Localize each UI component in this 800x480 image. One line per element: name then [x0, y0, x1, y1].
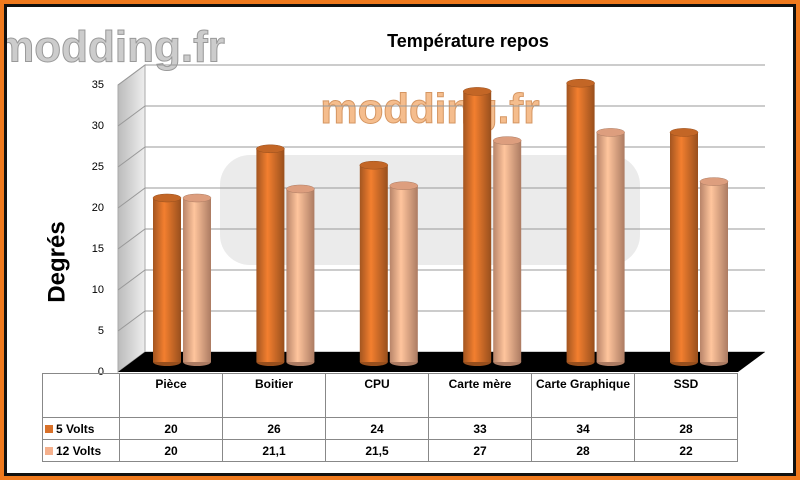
- legend-entry: 5 Volts: [42, 417, 120, 440]
- bar-top: [492, 136, 522, 145]
- chart: modding.fr modding.fr Température repos …: [4, 22, 765, 378]
- bar: [566, 83, 595, 362]
- bar: [256, 148, 285, 362]
- y-tick-label: 35: [92, 79, 104, 91]
- bar-top: [182, 193, 212, 203]
- data-table: Pièce Boitier CPU Carte mère Carte Graphique…: [42, 373, 738, 462]
- value-cell: 28: [634, 417, 738, 440]
- bar-top: [286, 184, 315, 194]
- table-row: 5 Volts 20 26 24 33 34 28: [42, 417, 738, 440]
- bar: [670, 132, 698, 362]
- grid-line: [117, 146, 765, 168]
- category-label: Boitier: [222, 373, 326, 418]
- y-tick-label: 10: [92, 284, 104, 296]
- y-axis-label: Degrés: [43, 221, 70, 302]
- chart-title: Température repos: [387, 31, 549, 51]
- grid-line: [117, 64, 765, 86]
- bar-top: [359, 160, 389, 170]
- y-tick-label: 15: [92, 243, 104, 255]
- legend-swatch: [45, 424, 53, 433]
- value-cell: 24: [325, 417, 429, 440]
- value-cell: 34: [531, 417, 635, 440]
- value-cell: 20: [119, 417, 223, 440]
- y-tick-label: 25: [92, 161, 104, 173]
- table-header-row: Pièce Boitier CPU Carte mère Carte Graphique…: [42, 373, 738, 418]
- side-wall: [117, 64, 146, 373]
- value-cell: 28: [531, 439, 635, 462]
- value-cell: 22: [634, 439, 738, 462]
- watermark: modding.fr: [4, 23, 225, 72]
- bar-top: [566, 78, 595, 88]
- floor: [118, 352, 765, 372]
- bar: [596, 132, 625, 362]
- bar: [153, 198, 181, 362]
- category-label: CPU: [325, 373, 429, 418]
- corner-cell: [42, 373, 120, 418]
- value-cell: 21,1: [222, 439, 326, 462]
- bar: [389, 185, 418, 362]
- bar: [286, 188, 315, 362]
- legend-swatch: [45, 446, 53, 455]
- legend-entry: 12 Volts: [42, 439, 120, 462]
- grid-line: [117, 228, 765, 250]
- value-cell: 27: [428, 439, 532, 462]
- y-tick-label: 30: [92, 120, 104, 132]
- bar: [183, 198, 211, 362]
- legend-label: 5 Volts: [56, 421, 95, 436]
- category-label: SSD: [634, 373, 738, 418]
- bar-top: [669, 128, 699, 137]
- value-cell: 26: [222, 417, 326, 440]
- y-tick-label: 20: [92, 202, 104, 214]
- background-device: [220, 155, 640, 265]
- bar-top: [152, 193, 182, 203]
- category-label: Pièce: [119, 373, 223, 418]
- watermark: modding.fr: [320, 85, 539, 132]
- value-cell: 21,5: [325, 439, 429, 462]
- category-label: Carte mère: [428, 373, 532, 418]
- grid-line: [117, 105, 765, 127]
- grid-line: [117, 269, 765, 291]
- y-tick-label: 0: [98, 366, 104, 378]
- grid-line: [117, 310, 765, 332]
- bar-top: [389, 181, 419, 190]
- value-cell: 33: [428, 417, 532, 440]
- chart-frame: modding.fr modding.fr Température repos …: [4, 4, 796, 476]
- bar: [359, 165, 388, 362]
- bar: [463, 91, 492, 363]
- category-label: Carte Graphique: [531, 373, 635, 418]
- table-row: 12 Volts 20 21,1 21,5 27 28 22: [42, 439, 738, 462]
- bar-top: [462, 87, 492, 96]
- bar: [700, 181, 728, 362]
- bar: [493, 140, 522, 362]
- legend-label: 12 Volts: [56, 443, 102, 458]
- bar-top: [596, 128, 625, 137]
- bar-top: [256, 144, 285, 154]
- bar-top: [699, 177, 729, 186]
- grid-line: [117, 187, 765, 209]
- y-tick-label: 5: [98, 325, 104, 337]
- value-cell: 20: [119, 439, 223, 462]
